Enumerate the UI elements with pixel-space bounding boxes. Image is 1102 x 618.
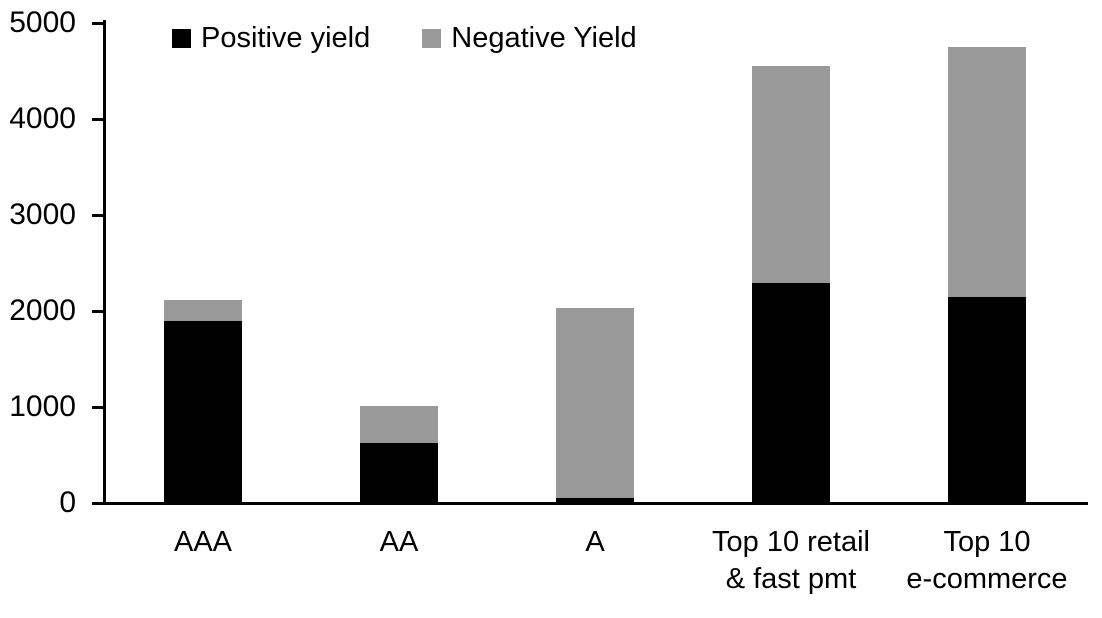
bar-segment-negative-yield-2 xyxy=(360,406,438,443)
y-tick-mark-3000 xyxy=(92,213,104,217)
x-category-label-3: A xyxy=(585,526,605,558)
legend-label-negative-yield: Negative Yield xyxy=(451,22,637,54)
bar-segment-positive-yield-3 xyxy=(556,497,634,503)
bar-segment-positive-yield-5 xyxy=(948,296,1026,503)
y-tick-label-1000: 1000 xyxy=(9,390,76,423)
x-axis-line xyxy=(103,502,1088,505)
x-category-label-5: Top 10 e-commerce xyxy=(906,526,1068,595)
legend-label-positive-yield: Positive yield xyxy=(201,22,371,54)
y-tick-mark-5000 xyxy=(92,21,104,25)
chart-legend: Positive yield Negative Yield xyxy=(172,22,637,55)
y-tick-label-5000: 5000 xyxy=(9,6,76,39)
x-category-label-4: Top 10 retail & fast pmt xyxy=(712,526,870,595)
bar-segment-positive-yield-1 xyxy=(164,320,242,503)
y-tick-mark-0 xyxy=(92,501,104,505)
x-category-label-1: AAA xyxy=(173,526,233,558)
bar-segment-negative-yield-1 xyxy=(164,300,242,321)
y-tick-label-4000: 4000 xyxy=(9,102,76,135)
bar-segment-negative-yield-5 xyxy=(948,47,1026,297)
y-tick-mark-1000 xyxy=(92,405,104,409)
bar-segment-negative-yield-4 xyxy=(752,66,830,284)
legend-item-negative-yield: Negative Yield xyxy=(422,22,637,55)
legend-swatch-negative-yield xyxy=(422,29,442,48)
y-tick-mark-2000 xyxy=(92,309,104,313)
y-axis-line xyxy=(103,20,106,504)
x-category-label-2: AA xyxy=(379,526,419,558)
y-tick-mark-4000 xyxy=(92,117,104,121)
bar-segment-positive-yield-4 xyxy=(752,283,830,503)
bar-segment-negative-yield-3 xyxy=(556,308,634,498)
y-tick-label-2000: 2000 xyxy=(9,294,76,327)
bar-segment-positive-yield-2 xyxy=(360,442,438,503)
y-tick-label-3000: 3000 xyxy=(9,198,76,231)
y-tick-label-0: 0 xyxy=(59,486,76,519)
legend-item-positive-yield: Positive yield xyxy=(172,22,370,55)
legend-swatch-positive-yield xyxy=(172,29,191,48)
